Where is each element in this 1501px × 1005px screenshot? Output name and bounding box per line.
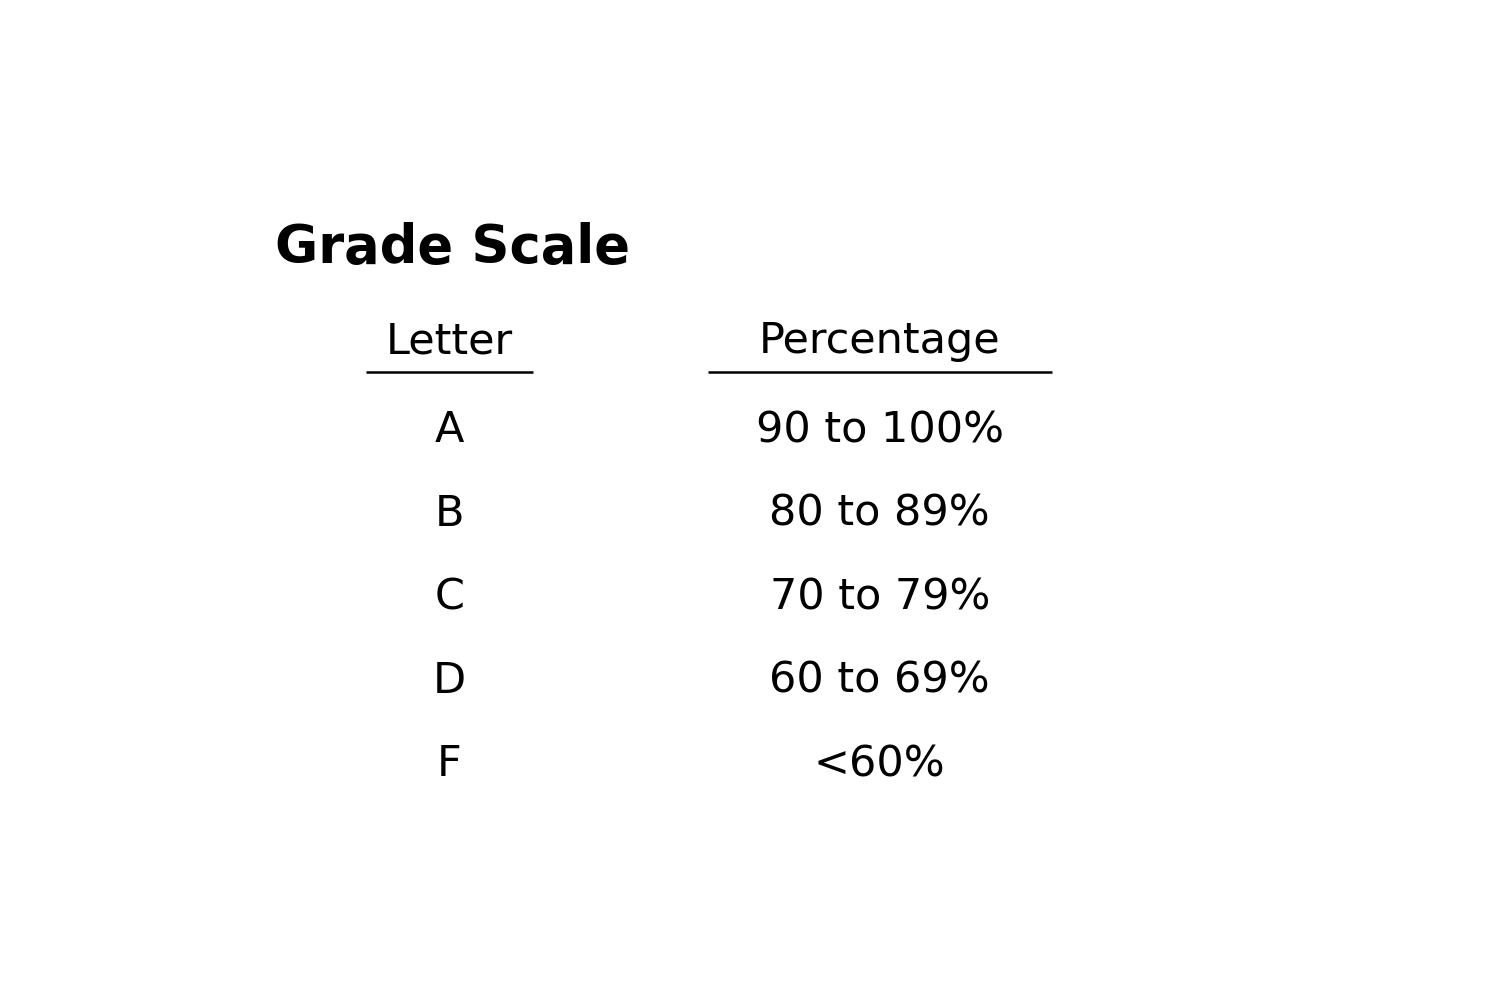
- Text: D: D: [432, 660, 465, 701]
- Text: 90 to 100%: 90 to 100%: [757, 409, 1004, 451]
- Text: Grade Scale: Grade Scale: [275, 222, 630, 274]
- Text: F: F: [437, 744, 462, 786]
- Text: 60 to 69%: 60 to 69%: [770, 660, 991, 701]
- Text: A: A: [435, 409, 464, 451]
- Text: 70 to 79%: 70 to 79%: [770, 576, 991, 618]
- Text: <60%: <60%: [814, 744, 946, 786]
- Text: Letter: Letter: [386, 321, 513, 362]
- Text: 80 to 89%: 80 to 89%: [770, 492, 991, 535]
- Text: C: C: [434, 576, 464, 618]
- Text: B: B: [435, 492, 464, 535]
- Text: Percentage: Percentage: [760, 321, 1001, 362]
